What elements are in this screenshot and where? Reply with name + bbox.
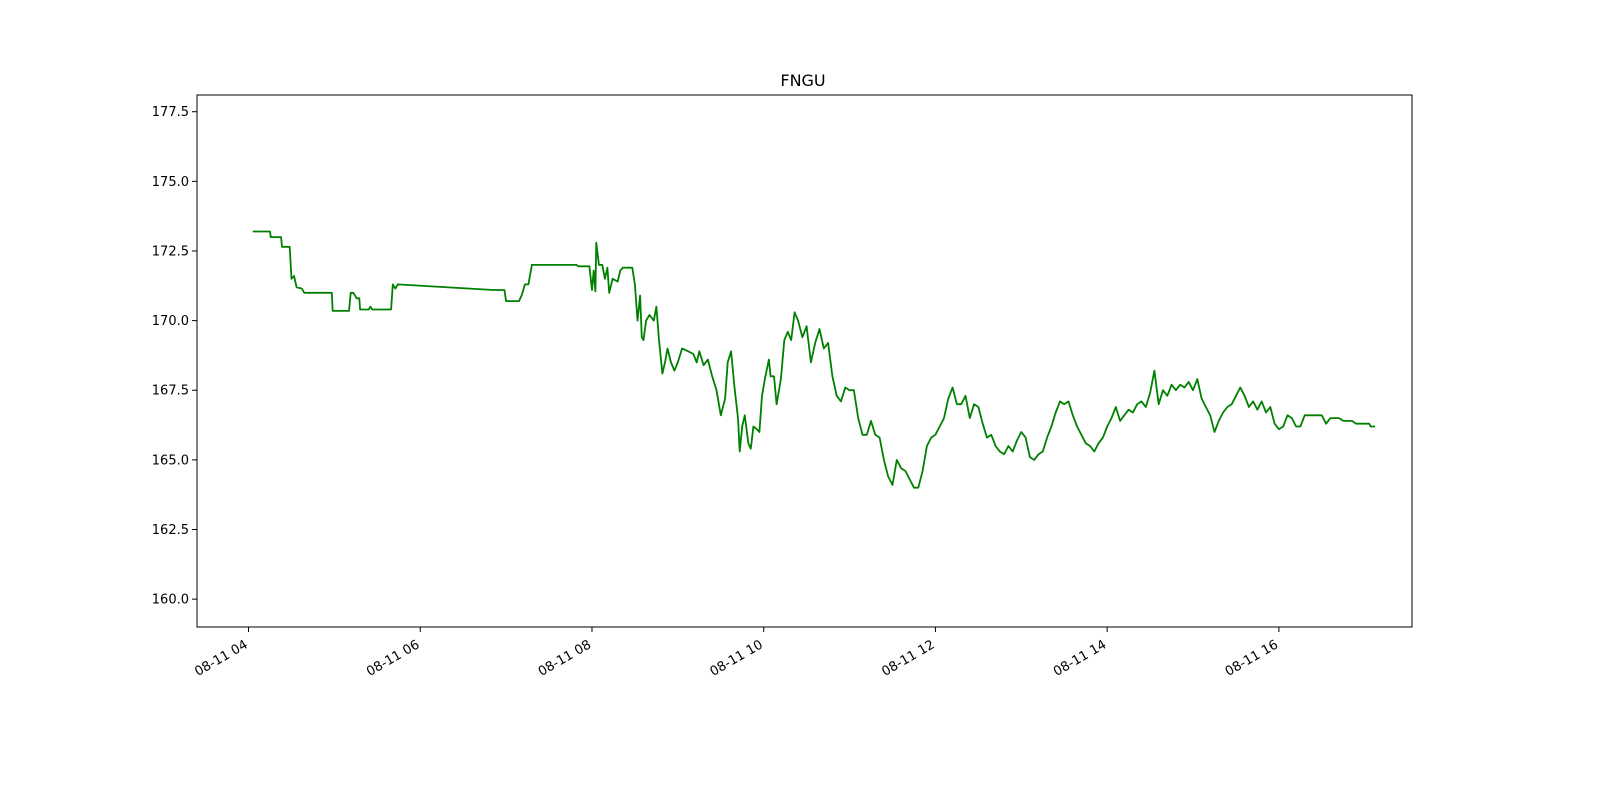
y-axis: 160.0 162.5 165.0 167.5 170.0 172.5 175.0 177.5	[152, 105, 197, 608]
price-line	[252, 230, 1376, 489]
x-tick-label: 08-11 06	[364, 637, 422, 679]
chart-title: FNGU	[780, 71, 825, 90]
x-tick-label: 08-11 08	[536, 637, 594, 679]
plot-frame	[196, 94, 1413, 628]
x-tick-label: 08-11 10	[708, 637, 766, 679]
y-tick-label: 175.0	[152, 175, 189, 190]
y-tick-label: 160.0	[152, 593, 189, 608]
y-tick-label: 167.5	[152, 384, 189, 399]
y-tick-label: 162.5	[152, 523, 189, 538]
y-tick-label: 170.0	[152, 314, 189, 329]
x-tick-label: 08-11 14	[1051, 637, 1109, 679]
series-layer	[252, 230, 1376, 489]
x-tick-label: 08-11 04	[192, 637, 250, 679]
y-tick-label: 165.0	[152, 453, 189, 468]
x-tick-label: 08-11 12	[879, 637, 937, 679]
y-tick-label: 177.5	[152, 105, 189, 120]
y-tick-label: 172.5	[152, 244, 189, 259]
x-tick-label: 08-11 16	[1223, 637, 1281, 679]
x-axis: 08-11 04 08-11 06 08-11 08 08-11 10 08-11 12…	[192, 627, 1281, 680]
